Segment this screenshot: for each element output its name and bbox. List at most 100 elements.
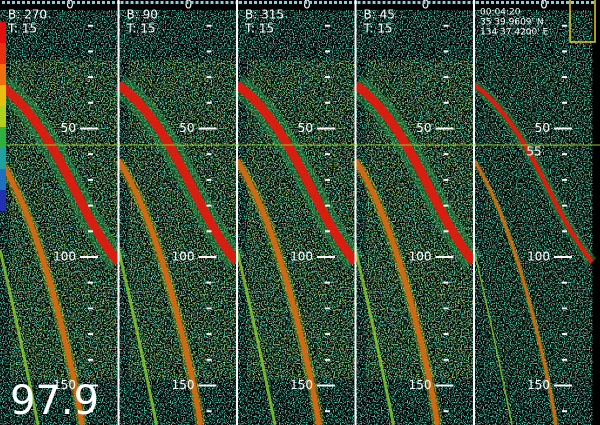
ruler-dot	[372, 1, 376, 4]
ruler-dot	[190, 1, 194, 4]
ruler-dot	[591, 1, 594, 4]
ruler-dot	[531, 1, 534, 4]
ruler-dot	[407, 1, 411, 4]
ruler-dot	[561, 1, 564, 4]
ruler-dot	[511, 1, 514, 4]
panel: 0 50 100 150 B: 90T: 15	[112, 0, 246, 425]
ruler-dot	[571, 1, 574, 4]
color-bar	[0, 106, 6, 127]
ruler-dot	[27, 1, 30, 4]
ruler-dot	[17, 1, 20, 4]
echo-2-glow	[114, 157, 206, 425]
ruler-dot	[309, 1, 312, 4]
depth-label: 100	[290, 250, 313, 264]
ruler-dot	[185, 1, 189, 4]
color-bar	[0, 190, 6, 211]
ruler-dot	[239, 1, 242, 4]
ruler-dot	[160, 1, 164, 4]
depth-label: 0	[422, 0, 430, 12]
echo	[115, 81, 241, 265]
ruler-dot	[496, 1, 499, 4]
ruler-dot	[135, 1, 139, 4]
ruler-dot	[412, 1, 416, 4]
echo-2-glow	[471, 158, 559, 425]
ruler-dot	[140, 1, 144, 4]
echo	[234, 81, 359, 265]
ruler-dot	[22, 1, 25, 4]
ruler-dot	[362, 1, 366, 4]
ruler-dot	[452, 1, 456, 4]
ruler-dot	[220, 1, 224, 4]
echo	[352, 81, 478, 265]
ruler-dot	[7, 1, 10, 4]
ruler-dot	[314, 1, 317, 4]
echo-2	[0, 158, 85, 425]
color-bar	[0, 43, 6, 64]
depth-label: 100	[409, 250, 432, 264]
ruler-dot	[349, 1, 352, 4]
depth-label: 100	[172, 250, 195, 264]
ruler-dot	[205, 1, 209, 4]
ruler-dot	[249, 1, 252, 4]
color-bar	[0, 64, 6, 85]
color-bar	[0, 85, 6, 106]
ruler-dot	[427, 1, 431, 4]
tilt: T: 15	[363, 22, 393, 36]
time: 00:04:20	[480, 8, 521, 18]
ruler-dot	[324, 1, 327, 4]
ruler-dot	[180, 1, 184, 4]
ruler-dot	[47, 1, 50, 4]
panel: 0 50 100 150	[470, 0, 597, 425]
ruler-dot	[125, 1, 129, 4]
ruler-dot	[102, 1, 105, 4]
ruler-dot	[200, 1, 204, 4]
ruler-dot	[215, 1, 219, 4]
ruler-dot	[259, 1, 262, 4]
ruler-dot	[170, 1, 174, 4]
bearing: B: 315	[245, 8, 284, 22]
ruler-dot	[437, 1, 441, 4]
echo-3	[0, 249, 40, 425]
ruler-dot	[576, 1, 579, 4]
ruler-dot	[195, 1, 199, 4]
ruler-dot	[87, 1, 90, 4]
ruler-dot	[536, 1, 539, 4]
ruler-dot	[462, 1, 466, 4]
ruler-dot	[67, 1, 70, 4]
ruler-dot	[506, 1, 509, 4]
echo-2	[472, 159, 558, 425]
color-bar	[0, 22, 6, 43]
speed: 97.9	[10, 378, 99, 424]
longitude: 134 37.4200' E	[480, 28, 549, 38]
depth-label: 50	[61, 121, 76, 135]
ruler-dot	[120, 1, 124, 4]
tilt: T: 15	[126, 22, 156, 36]
ruler-dot	[486, 1, 489, 4]
ruler-dot	[344, 1, 347, 4]
ruler-dot	[107, 1, 110, 4]
ruler-dot	[32, 1, 35, 4]
bearing: B: 90	[127, 8, 158, 22]
ruler-dot	[377, 1, 381, 4]
echo	[0, 81, 122, 265]
ruler-dot	[581, 1, 584, 4]
echo	[472, 83, 594, 264]
ruler-dot	[274, 1, 277, 4]
ruler-dot	[546, 1, 549, 4]
marker-box	[569, 0, 596, 43]
ruler-dot	[566, 1, 569, 4]
depth-label: 100	[53, 250, 76, 264]
echo-3	[473, 249, 513, 425]
ruler-dot	[225, 1, 229, 4]
ruler-dot	[165, 1, 169, 4]
ruler-dot	[254, 1, 257, 4]
ruler-dot	[521, 1, 524, 4]
ruler-dot	[516, 1, 519, 4]
depth-label: 50	[298, 121, 313, 135]
ruler-dot	[397, 1, 401, 4]
ruler-dot	[442, 1, 446, 4]
ruler-dot	[97, 1, 100, 4]
ruler-dot	[284, 1, 287, 4]
ruler-dot	[541, 1, 544, 4]
